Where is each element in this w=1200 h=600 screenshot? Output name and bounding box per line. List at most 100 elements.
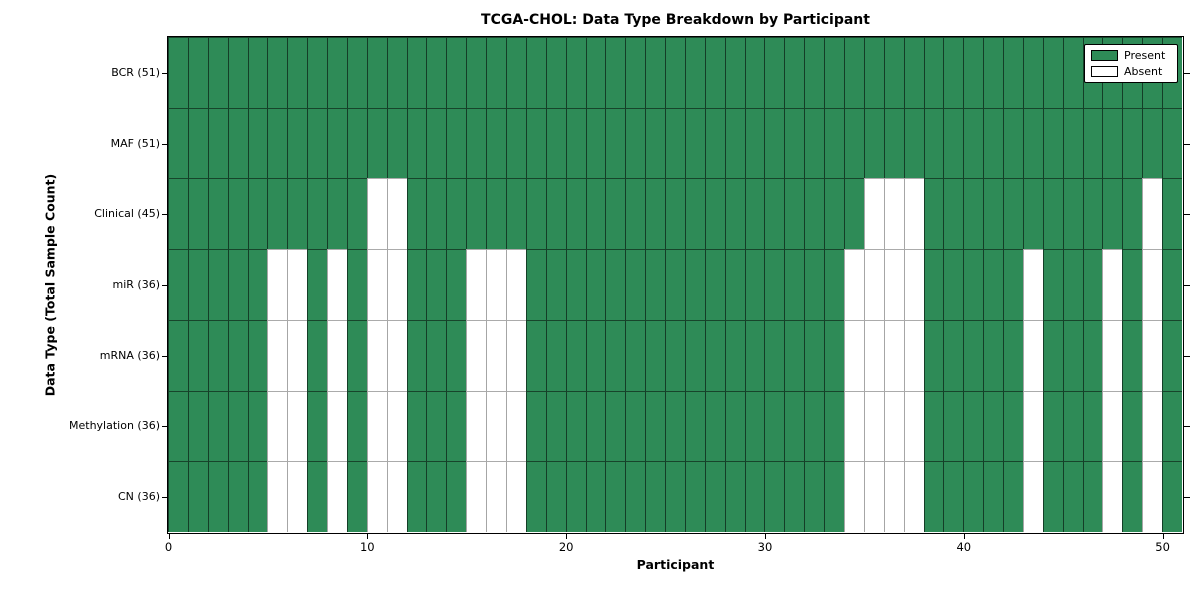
matrix-cell: [844, 319, 865, 392]
matrix-cell: [665, 319, 686, 392]
matrix-cell: [1042, 37, 1064, 109]
matrix-cell: [545, 178, 567, 250]
matrix-cell: [446, 390, 467, 462]
matrix-cell: [585, 319, 606, 392]
y-tick-mark: [1183, 426, 1190, 428]
plot-area: [167, 36, 1184, 534]
y-tick-label: Clinical (45): [94, 207, 160, 221]
matrix-cell: [923, 390, 944, 462]
matrix-cell: [1042, 178, 1064, 250]
matrix-cell: [585, 249, 606, 321]
matrix-cell: [983, 249, 1004, 321]
matrix-cell: [207, 319, 229, 392]
legend-entry-present: Present: [1091, 50, 1171, 61]
matrix-cell: [267, 37, 288, 109]
matrix-cell: [1162, 249, 1183, 321]
x-tick-label: 40: [956, 540, 972, 554]
matrix-cell: [1042, 319, 1064, 392]
matrix-cell: [247, 390, 268, 462]
matrix-cell: [744, 107, 765, 179]
matrix-cell: [1042, 461, 1064, 533]
matrix-cell: [844, 178, 865, 250]
matrix-cell: [327, 461, 348, 533]
matrix-cell: [466, 390, 487, 462]
matrix-cell: [724, 178, 746, 250]
matrix-cell: [1142, 107, 1163, 179]
matrix-cell: [187, 461, 209, 533]
matrix-cell: [565, 319, 587, 392]
matrix-cell: [844, 249, 865, 321]
matrix-cell: [943, 390, 964, 462]
matrix-cell: [1162, 107, 1183, 179]
matrix-cell: [525, 107, 547, 179]
matrix-cell: [247, 249, 268, 321]
matrix-cell: [1022, 178, 1044, 250]
y-tick-label: MAF (51): [110, 136, 160, 150]
legend-entry-absent: Absent: [1091, 66, 1171, 77]
y-tick-mark: [1183, 143, 1190, 145]
matrix-cell: [764, 178, 785, 250]
matrix-cell: [446, 107, 467, 179]
matrix-cell: [247, 107, 268, 179]
matrix-cell: [406, 249, 427, 321]
matrix-cell: [346, 107, 368, 179]
matrix-cell: [486, 178, 507, 250]
matrix-cell: [665, 461, 686, 533]
matrix-cell: [406, 178, 427, 250]
x-tick-label: 20: [558, 540, 574, 554]
matrix-cell: [227, 461, 249, 533]
matrix-cell: [1142, 319, 1163, 392]
matrix-cell: [665, 37, 686, 109]
matrix-cell: [506, 249, 527, 321]
matrix-cell: [824, 461, 845, 533]
matrix-cell: [525, 178, 547, 250]
matrix-cell: [883, 319, 905, 392]
matrix-cell: [406, 319, 427, 392]
matrix-cell: [1142, 390, 1163, 462]
matrix-cell: [327, 319, 348, 392]
matrix-cell: [525, 319, 547, 392]
matrix-cell: [1122, 461, 1143, 533]
y-tick-mark: [161, 214, 168, 216]
matrix-cell: [684, 37, 706, 109]
matrix-cell: [804, 107, 825, 179]
matrix-cell: [1042, 107, 1064, 179]
matrix-cell: [1102, 178, 1123, 250]
matrix-cell: [386, 390, 408, 462]
matrix-cell: [386, 249, 408, 321]
matrix-cell: [784, 249, 805, 321]
matrix-cell: [486, 37, 507, 109]
matrix-cell: [1003, 249, 1024, 321]
matrix-cell: [426, 249, 447, 321]
matrix-cell: [227, 37, 249, 109]
matrix-cell: [585, 37, 606, 109]
matrix-cell: [1062, 37, 1084, 109]
matrix-cell: [267, 178, 288, 250]
matrix-cell: [585, 390, 606, 462]
matrix-cell: [605, 37, 626, 109]
x-tick-mark: [566, 534, 568, 539]
matrix-cell: [287, 319, 308, 392]
matrix-cell: [446, 178, 467, 250]
matrix-cell: [1062, 249, 1084, 321]
matrix-cell: [605, 178, 626, 250]
matrix-cell: [307, 461, 328, 533]
matrix-cell: [764, 319, 785, 392]
matrix-cell: [1082, 249, 1103, 321]
matrix-cell: [227, 178, 249, 250]
matrix-cell: [863, 178, 885, 250]
matrix-cell: [883, 461, 905, 533]
matrix-cell: [903, 37, 925, 109]
x-tick-label: 50: [1155, 540, 1170, 554]
matrix-cell: [963, 249, 984, 321]
matrix-cell: [207, 107, 229, 179]
matrix-cell: [1022, 107, 1044, 179]
matrix-cell: [187, 319, 209, 392]
matrix-cell: [545, 249, 567, 321]
matrix-cell: [366, 178, 388, 250]
matrix-cell: [883, 37, 905, 109]
matrix-cell: [565, 37, 587, 109]
matrix-cell: [287, 107, 308, 179]
y-tick-mark: [161, 72, 168, 74]
